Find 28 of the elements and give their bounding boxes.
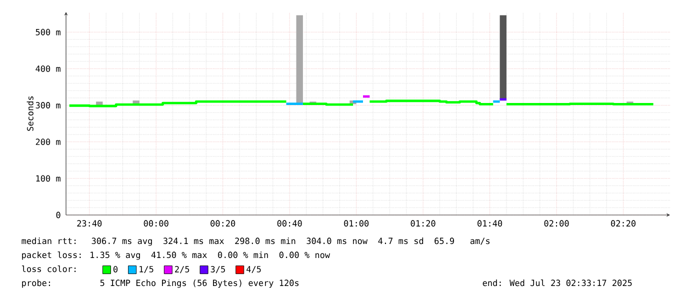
- text: probe: 5 ICMP Echo Pings (56 Bytes) every 120s: [22, 280, 299, 288]
- legend-label: 4/5: [246, 266, 261, 274]
- x-tick-label: 01:40: [478, 220, 502, 227]
- legend-label: 0: [114, 266, 118, 272]
- bar: [296, 15, 303, 105]
- y-tick-label: 400 m: [36, 65, 60, 72]
- x-tick-label: 00:40: [277, 220, 302, 227]
- legend-label: 3/5: [210, 266, 225, 274]
- x-tick-label: 01:00: [344, 220, 369, 227]
- y-tick-label: 100 m: [36, 175, 60, 182]
- y-tick-label: 200 m: [36, 138, 60, 146]
- bar: [500, 15, 506, 100]
- y-axis-title: Seconds: [26, 96, 34, 131]
- y-tick-label: 0: [56, 212, 60, 218]
- text: packet loss: 1.35 % avg 41.50 % max 0.00 % min 0.00 % now: [22, 251, 330, 260]
- x-tick-label: 02:20: [611, 220, 636, 227]
- legend-label: 2/5: [175, 266, 190, 274]
- text: end: Wed Jul 23 02:33:17 2025: [482, 279, 632, 286]
- y-tick-label: 300 m: [36, 102, 60, 108]
- x-tick-label: 00:00: [144, 220, 168, 227]
- y-tick-label: 500 m: [36, 28, 60, 36]
- x-tick-label: 00:20: [210, 220, 236, 227]
- legend-label: 1/5: [140, 266, 154, 274]
- x-tick-label: 02:00: [544, 220, 569, 227]
- x-tick-label: 23:40: [77, 220, 102, 227]
- text: median rtt: 306.7 ms avg 324.1 ms max 298.0 ms min 304.0 ms now 4.7 ms sd 65.9 am/s: [22, 238, 490, 246]
- x-tick-label: 01:20: [410, 220, 436, 227]
- legend-title: loss color:: [22, 265, 76, 272]
